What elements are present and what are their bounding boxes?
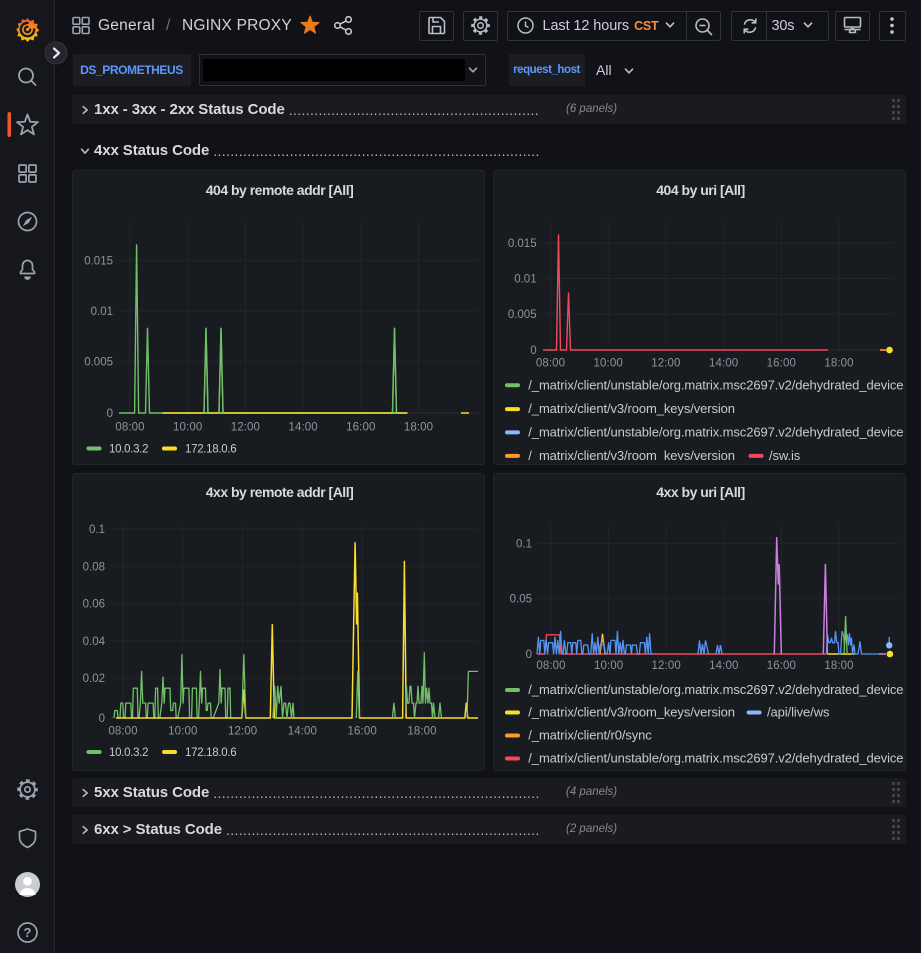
svg-text:16:00: 16:00 <box>767 358 796 370</box>
svg-text:0.015: 0.015 <box>508 238 537 250</box>
svg-text:?: ? <box>24 925 32 940</box>
svg-text:12:00: 12:00 <box>231 422 260 434</box>
svg-text:08:00: 08:00 <box>536 660 565 672</box>
svg-text:4xx by uri [All]: 4xx by uri [All] <box>656 484 744 500</box>
svg-text:/_matrix/client/unstable/org.m: /_matrix/client/unstable/org.matrix.msc2… <box>528 424 903 439</box>
svg-text:08:00: 08:00 <box>115 422 144 434</box>
svg-text:14:00: 14:00 <box>709 358 738 370</box>
svg-text:0.01: 0.01 <box>91 306 113 318</box>
svg-text:0: 0 <box>530 345 536 357</box>
svg-text:18:00: 18:00 <box>404 422 433 434</box>
svg-text:14:00: 14:00 <box>288 422 317 434</box>
svg-text:404 by uri [All]: 404 by uri [All] <box>656 182 744 198</box>
svg-text:/sw.js: /sw.js <box>769 448 801 463</box>
svg-text:/_matrix/client/unstable/org.m: /_matrix/client/unstable/org.matrix.msc2… <box>528 682 903 697</box>
svg-text:12:00: 12:00 <box>228 726 257 738</box>
svg-text:0.06: 0.06 <box>83 599 105 611</box>
svg-text:0: 0 <box>107 408 113 420</box>
svg-text:18:00: 18:00 <box>824 660 853 672</box>
svg-text:0.04: 0.04 <box>83 636 106 648</box>
svg-text:0.05: 0.05 <box>510 594 532 606</box>
svg-text:0.015: 0.015 <box>84 256 113 268</box>
svg-text:/_matrix/client/unstable/org.m: /_matrix/client/unstable/org.matrix.msc2… <box>528 751 903 766</box>
svg-text:0: 0 <box>526 649 532 661</box>
svg-text:0.1: 0.1 <box>516 538 532 550</box>
svg-text:10:00: 10:00 <box>168 726 197 738</box>
svg-text:0.08: 0.08 <box>83 561 105 573</box>
svg-text:10.0.3.2: 10.0.3.2 <box>109 747 148 759</box>
svg-text:0: 0 <box>99 713 105 725</box>
svg-text:/_matrix/client/v3/room_keys/v: /_matrix/client/v3/room_keys/version <box>528 448 735 463</box>
svg-text:0.005: 0.005 <box>84 356 113 368</box>
svg-text:08:00: 08:00 <box>108 726 137 738</box>
svg-text:0.02: 0.02 <box>83 673 105 685</box>
svg-text:/_matrix/client/unstable/org.m: /_matrix/client/unstable/org.matrix.msc2… <box>528 377 903 392</box>
svg-text:16:00: 16:00 <box>348 726 377 738</box>
svg-text:4xx by remote addr [All]: 4xx by remote addr [All] <box>206 484 354 500</box>
svg-text:18:00: 18:00 <box>824 358 853 370</box>
svg-text:404 by remote addr [All]: 404 by remote addr [All] <box>206 182 354 198</box>
svg-text:16:00: 16:00 <box>346 422 375 434</box>
svg-text:/_matrix/client/v3/room_keys/v: /_matrix/client/v3/room_keys/version <box>528 705 735 720</box>
svg-text:18:00: 18:00 <box>407 726 436 738</box>
svg-text:08:00: 08:00 <box>536 358 565 370</box>
svg-text:10:00: 10:00 <box>594 660 623 672</box>
svg-text:10.0.3.2: 10.0.3.2 <box>109 444 148 456</box>
svg-text:14:00: 14:00 <box>288 726 317 738</box>
svg-text:14:00: 14:00 <box>709 660 738 672</box>
svg-text:0.005: 0.005 <box>508 309 537 321</box>
svg-text:10:00: 10:00 <box>173 422 202 434</box>
svg-text:0.01: 0.01 <box>514 274 536 286</box>
svg-text:/_matrix/client/r0/sync: /_matrix/client/r0/sync <box>528 728 652 743</box>
svg-text:12:00: 12:00 <box>652 660 681 672</box>
svg-text:172.18.0.6: 172.18.0.6 <box>185 444 236 456</box>
svg-text:16:00: 16:00 <box>767 660 796 672</box>
svg-text:172.18.0.6: 172.18.0.6 <box>185 747 236 759</box>
svg-text:0.1: 0.1 <box>89 524 105 536</box>
svg-text:10:00: 10:00 <box>594 358 623 370</box>
svg-text:12:00: 12:00 <box>651 358 680 370</box>
svg-text:/api/live/ws: /api/live/ws <box>767 705 830 720</box>
svg-text:/_matrix/client/v3/room_keys/v: /_matrix/client/v3/room_keys/version <box>528 401 735 416</box>
